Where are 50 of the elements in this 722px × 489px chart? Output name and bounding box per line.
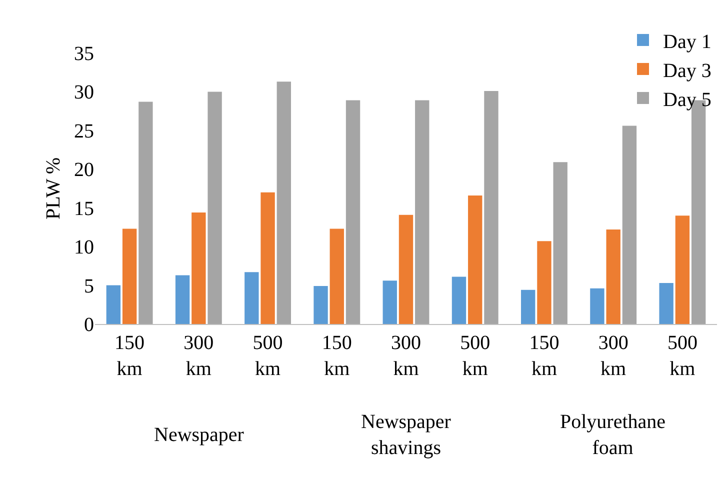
x-tick-label: 150 km	[114, 332, 145, 380]
bar	[606, 230, 620, 324]
y-tick-label: 35	[74, 43, 94, 65]
x-tick-label: 300 km	[391, 332, 421, 380]
text: Polyurethane foam	[560, 411, 666, 459]
text: Newspaper shavings	[361, 411, 452, 459]
bar	[484, 90, 498, 324]
legend-label: Day 3	[663, 60, 712, 82]
bar	[314, 286, 328, 324]
y-tick-label: 20	[74, 159, 94, 182]
bar	[346, 100, 360, 324]
bar	[452, 276, 466, 324]
x-tick-label: 500 km	[252, 332, 283, 380]
bar	[260, 192, 275, 324]
x-tick-label: 300 km	[598, 332, 628, 380]
y-tick-label: 5	[84, 275, 94, 298]
bar	[276, 82, 291, 324]
bar	[138, 102, 153, 324]
bar	[330, 228, 344, 324]
y-tick-label: 15	[74, 198, 94, 220]
x-tick-label: 150 km	[529, 332, 560, 380]
legend-label: Day 1	[663, 30, 712, 53]
bar	[106, 285, 121, 324]
bar	[521, 290, 536, 324]
bar	[415, 100, 430, 324]
bar	[675, 216, 690, 324]
bar	[553, 162, 568, 324]
y-axis-title: PLW %	[42, 157, 64, 220]
y-tick-label: 0	[84, 314, 94, 336]
bar	[192, 212, 206, 324]
y-tick-label: 10	[74, 236, 94, 259]
text: Newspaper	[154, 424, 244, 446]
x-tick-label: 500 km	[667, 332, 698, 380]
bar	[175, 275, 190, 324]
bar	[590, 288, 604, 324]
x-tick-label: 500 km	[460, 332, 490, 380]
y-tick-label: 25	[74, 120, 94, 142]
bar	[122, 228, 137, 324]
bar	[537, 241, 552, 324]
bar	[659, 282, 674, 324]
x-tick-label: 300 km	[184, 332, 214, 380]
bar	[398, 214, 414, 324]
y-tick-label: 30	[74, 82, 94, 104]
bar	[468, 195, 482, 324]
bar	[622, 126, 637, 324]
bar	[244, 272, 259, 324]
bar	[208, 92, 222, 324]
x-tick-label: 150 km	[322, 332, 352, 380]
bar	[382, 280, 397, 324]
legend-label: Day 5	[663, 88, 712, 111]
